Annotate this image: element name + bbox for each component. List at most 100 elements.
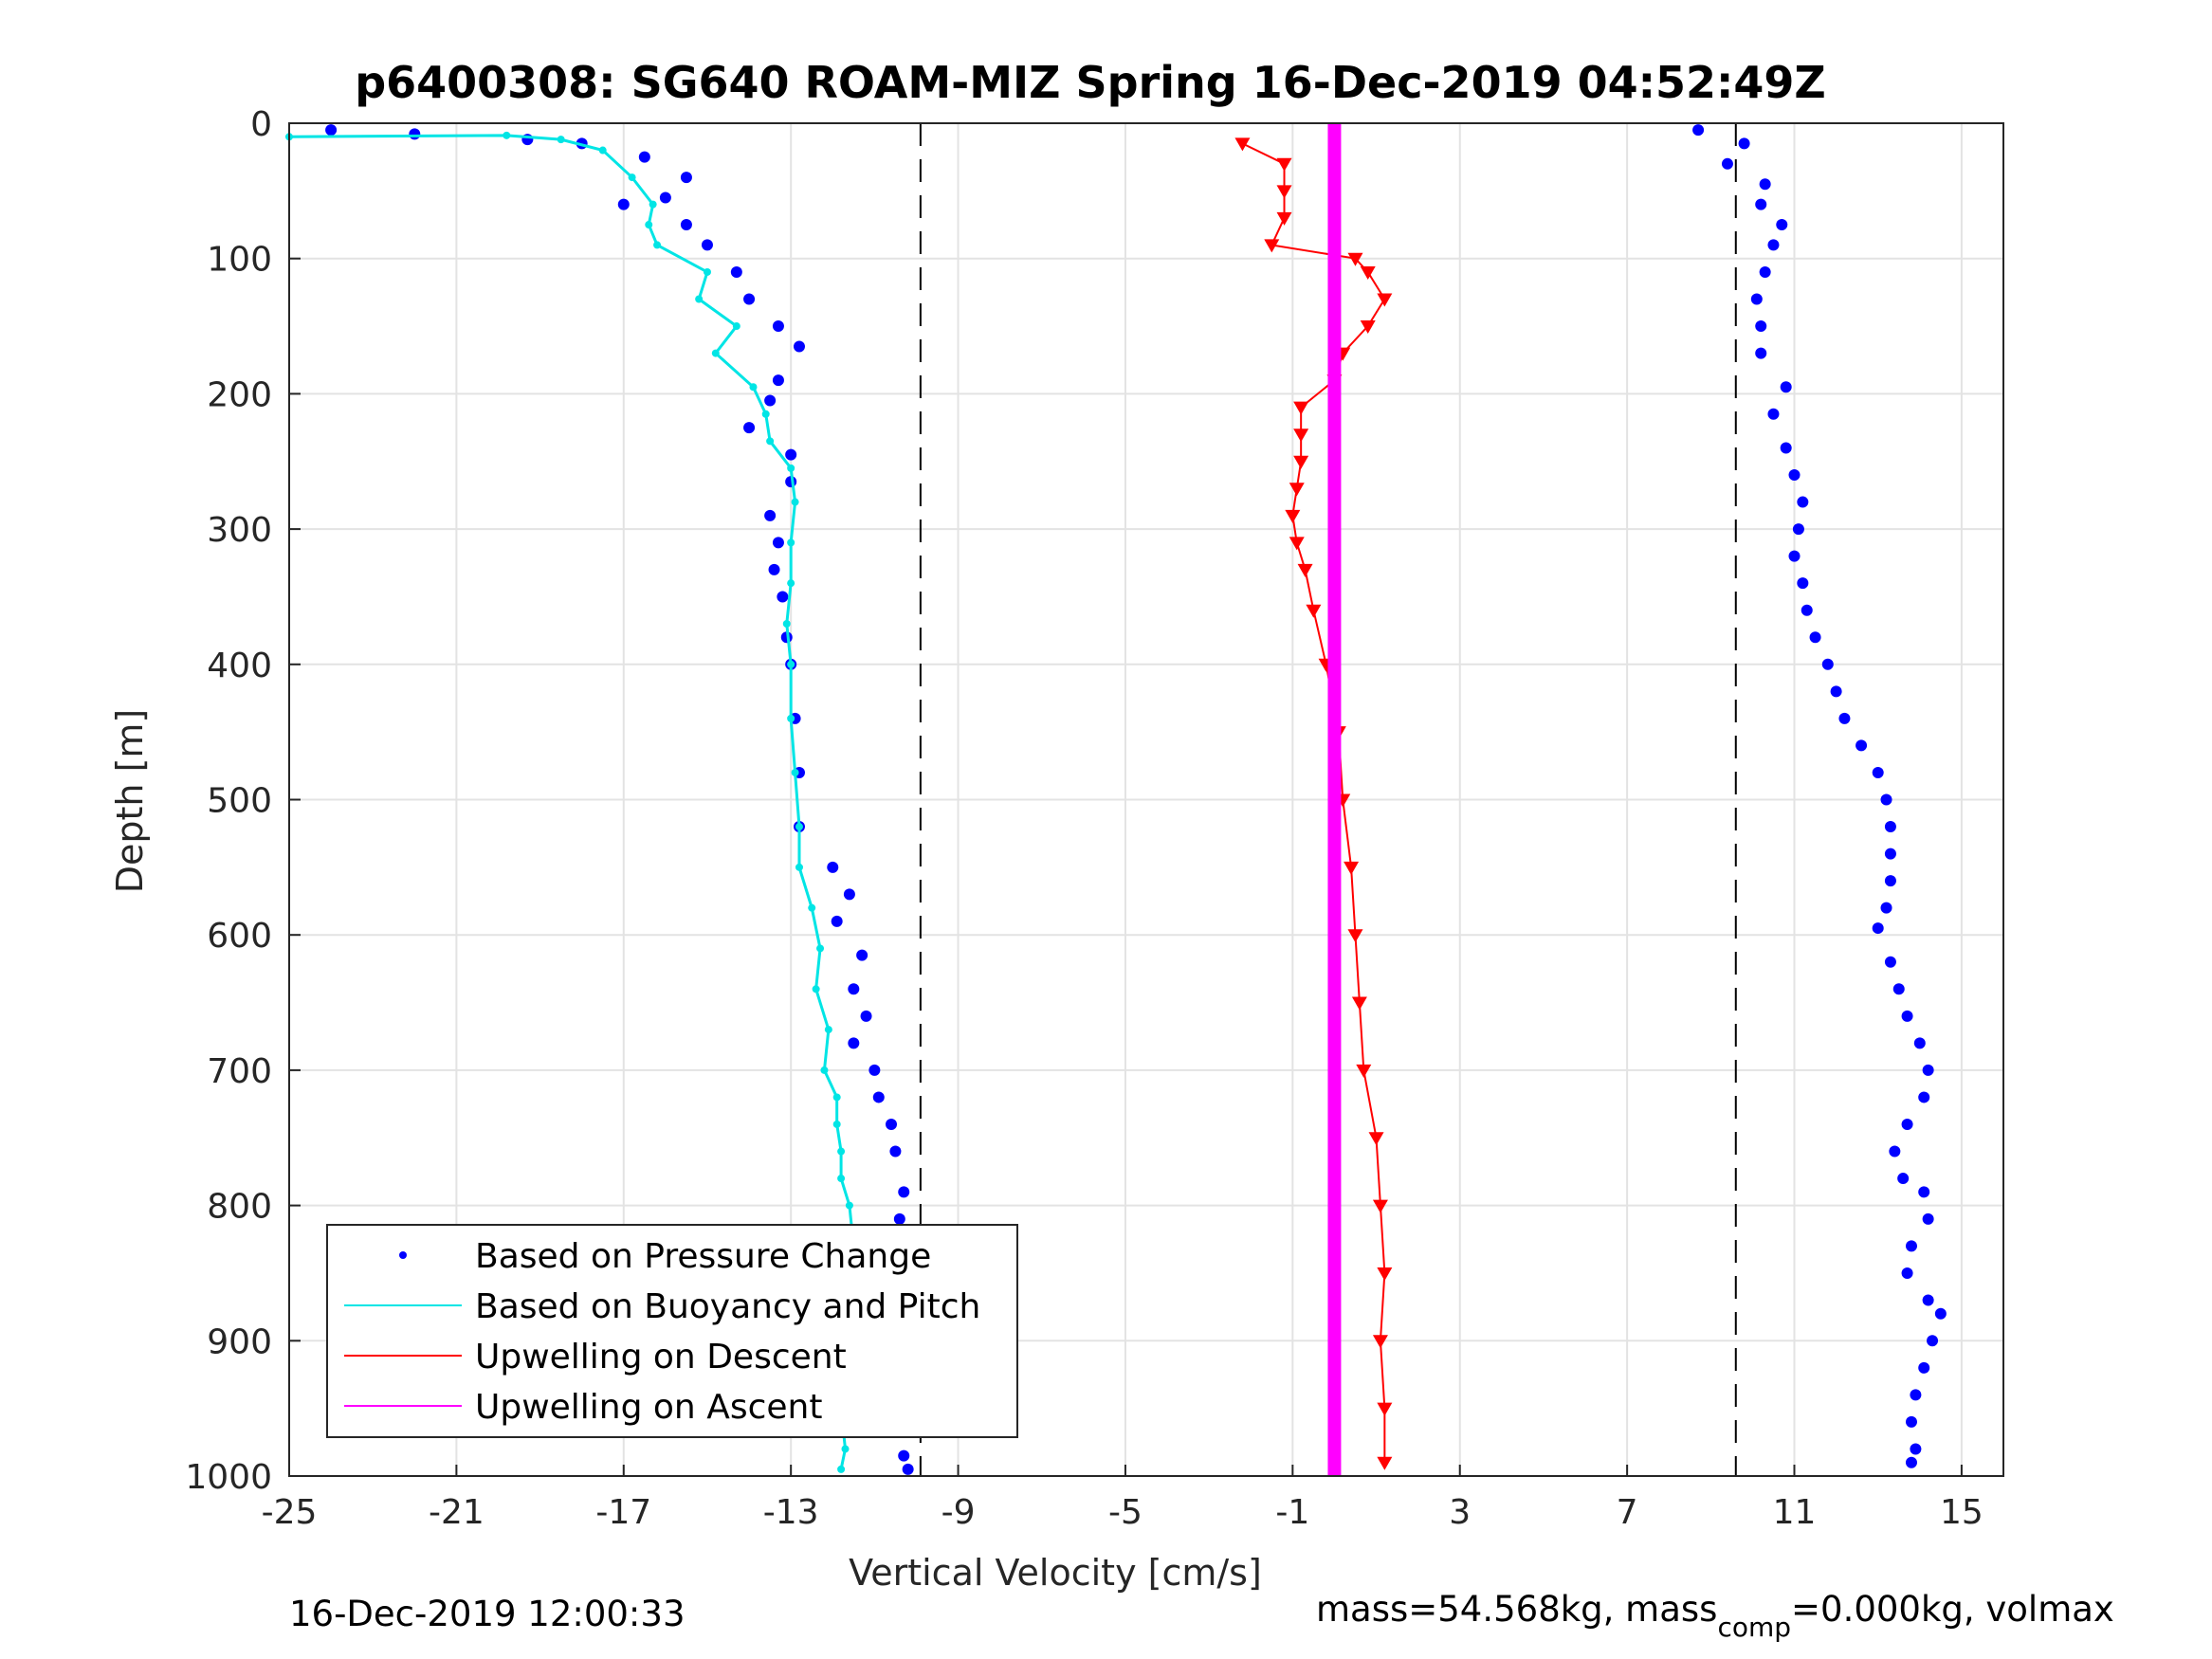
pressure-data-point — [701, 239, 713, 251]
pressure-data-point — [1901, 1118, 1913, 1130]
pressure-data-point — [1788, 550, 1801, 562]
pressure-data-point — [1892, 983, 1905, 995]
y-tick-label: 300 — [207, 511, 272, 550]
descent-upwelling-marker — [1344, 861, 1360, 875]
buoyancy-pitch-point — [695, 295, 704, 303]
y-tick-label: 500 — [207, 782, 272, 821]
pressure-data-point — [1759, 178, 1771, 191]
pressure-data-point — [1797, 496, 1809, 508]
chart-title: p6400308: SG640 ROAM-MIZ Spring 16-Dec-2… — [355, 57, 1826, 108]
buoyancy-pitch-point — [808, 903, 816, 912]
axes-box — [288, 122, 2004, 1477]
buoyancy-pitch-point — [837, 1175, 846, 1183]
x-tick-label: -17 — [595, 1493, 651, 1532]
descent-upwelling-marker — [1293, 428, 1309, 443]
legend-label: Based on Pressure Change — [475, 1237, 931, 1276]
y-tick-label: 600 — [207, 917, 272, 956]
pressure-data-point — [1788, 469, 1801, 482]
pressure-data-point — [1780, 381, 1792, 393]
x-tick-label: -25 — [262, 1493, 318, 1532]
descent-upwelling-marker — [1293, 455, 1309, 469]
buoyancy-pitch-point — [782, 619, 791, 628]
descent-upwelling-marker — [1347, 929, 1363, 943]
pressure-data-point — [856, 949, 868, 961]
buoyancy-pitch-point — [598, 146, 607, 155]
footer-mass-info: mass=54.568kg, masscomp=0.000kg, volmax — [1316, 1589, 2114, 1643]
mass-text-rest: =0.000kg, volmax — [1791, 1589, 2114, 1630]
descent-upwelling-marker — [1377, 1456, 1393, 1470]
pressure-data-point — [1910, 1443, 1922, 1455]
pressure-data-point — [1918, 1361, 1930, 1374]
descent-upwelling-marker — [1293, 401, 1309, 415]
pressure-data-point — [1856, 739, 1868, 752]
pressure-data-point — [1776, 219, 1788, 231]
buoyancy-pitch-point — [795, 823, 803, 831]
descent-upwelling-marker — [1368, 1132, 1384, 1146]
buoyancy-pitch-point — [787, 464, 795, 472]
descent-upwelling-marker — [1351, 996, 1367, 1011]
buoyancy-pitch-point — [832, 1093, 841, 1102]
pressure-data-point — [831, 915, 843, 927]
y-tick-label: 1000 — [185, 1458, 272, 1497]
buoyancy-pitch-point — [787, 538, 795, 547]
pressure-data-point — [743, 422, 756, 434]
pressure-data-point — [409, 128, 421, 140]
pressure-data-point — [1755, 320, 1767, 333]
pressure-data-point — [1913, 1037, 1926, 1049]
buoyancy-pitch-point — [628, 173, 636, 182]
pressure-data-point — [325, 124, 338, 137]
y-tick-label: 100 — [207, 241, 272, 280]
pressure-data-point — [1872, 766, 1884, 778]
pressure-data-point — [1780, 442, 1792, 454]
pressure-data-point — [617, 198, 630, 210]
pressure-data-point — [777, 591, 789, 603]
pressure-data-point — [680, 172, 692, 184]
buoyancy-pitch-point — [845, 1201, 853, 1210]
pressure-data-point — [1755, 198, 1767, 210]
legend-box — [326, 1224, 1018, 1438]
pressure-data-point — [843, 888, 855, 901]
pressure-data-point — [902, 1463, 914, 1475]
y-tick-label: 200 — [207, 375, 272, 414]
descent-upwelling-marker — [1377, 1267, 1393, 1281]
x-tick-label: -21 — [429, 1493, 484, 1532]
pressure-data-point — [1801, 604, 1813, 616]
descent-upwelling-marker — [1377, 293, 1393, 307]
mass-subscript: comp — [1717, 1612, 1791, 1643]
pressure-data-point — [848, 983, 860, 995]
descent-upwelling-marker — [1306, 604, 1322, 618]
buoyancy-pitch-point — [766, 437, 775, 446]
buoyancy-pitch-point — [824, 1026, 832, 1034]
buoyancy-pitch-point — [837, 1465, 846, 1473]
buoyancy-pitch-point — [557, 136, 565, 144]
descent-upwelling-marker — [1360, 320, 1376, 335]
axes: -25 -21 -17 -13 -9 -5 -1 3 7 11 150100200300400500… — [185, 105, 2004, 1532]
buoyancy-pitch-point — [653, 241, 662, 249]
pressure-data-point — [1910, 1389, 1922, 1401]
buoyancy-pitch-point — [749, 383, 758, 392]
descent-upwelling-marker — [1276, 157, 1292, 172]
x-tick-label: -9 — [941, 1493, 976, 1532]
descent-upwelling-marker — [1289, 483, 1305, 497]
pressure-data-point — [889, 1145, 902, 1158]
pressure-data-point — [1901, 1267, 1913, 1279]
descent-upwelling-marker — [1377, 1402, 1393, 1416]
legend-label: Based on Buoyancy and Pitch — [475, 1287, 980, 1326]
buoyancy-pitch-point — [791, 768, 799, 776]
descent-upwelling-marker — [1276, 211, 1292, 226]
pressure-data-point — [848, 1037, 860, 1049]
y-tick-label: 400 — [207, 647, 272, 685]
pressure-data-point — [680, 219, 692, 231]
pressure-data-point — [772, 320, 784, 333]
pressure-data-point — [872, 1091, 885, 1103]
pressure-data-point — [793, 340, 805, 353]
descent-upwelling-marker — [1285, 509, 1301, 523]
plot-series — [285, 123, 1947, 1476]
buoyancy-pitch-point — [787, 579, 795, 588]
pressure-data-point — [868, 1064, 881, 1076]
pressure-data-point — [1809, 631, 1821, 644]
descent-upwelling-marker — [1372, 1199, 1388, 1213]
y-axis-label: Depth [m] — [109, 709, 151, 894]
pressure-data-point — [898, 1186, 910, 1198]
pressure-data-point — [1884, 875, 1896, 887]
